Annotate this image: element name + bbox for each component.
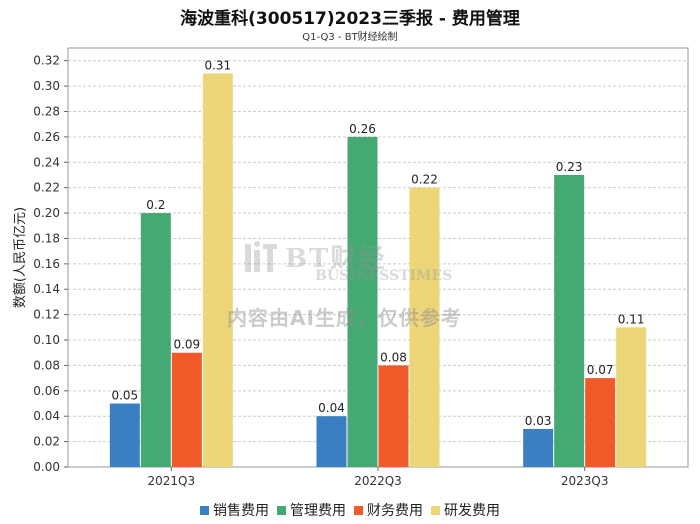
- y-tick-label: 0.22: [33, 181, 60, 195]
- data-label: 0.04: [318, 401, 345, 415]
- chart-legend: 销售费用 管理费用 财务费用 研发费用: [0, 500, 700, 520]
- y-tick-label: 0.16: [33, 257, 60, 271]
- chart-title: 海波重科(300517)2023三季报 - 费用管理: [180, 9, 520, 29]
- y-tick-label: 0.18: [33, 231, 60, 245]
- legend-item: 财务费用: [354, 500, 423, 520]
- legend-label: 财务费用: [367, 503, 423, 519]
- y-axis-label: 数额(人民币亿元): [13, 207, 28, 308]
- bar-chart: 0.00 0.02 0.04 0.06 0.08 0.10 0.12 0.14 0.16 0.18…: [13, 47, 689, 488]
- x-tick-label: 2021Q3: [148, 474, 196, 488]
- data-label: 0.08: [380, 350, 407, 364]
- y-tick-label: 0.10: [33, 333, 60, 347]
- plot-area: [67, 47, 689, 468]
- y-tick-label: 0.02: [33, 435, 60, 449]
- legend-label: 销售费用: [213, 503, 269, 519]
- data-label: 0.22: [411, 173, 438, 187]
- bar-rd: [616, 327, 647, 467]
- legend-swatch: [354, 506, 363, 515]
- legend-item: 管理费用: [277, 500, 346, 520]
- y-tick-label: 0.04: [33, 409, 60, 423]
- legend-swatch: [200, 506, 209, 515]
- data-label: 0.26: [349, 122, 376, 136]
- y-tick-label: 0.28: [33, 104, 60, 118]
- y-tick-label: 0.08: [33, 358, 60, 372]
- bar-sales: [316, 416, 347, 467]
- bar-finance: [378, 365, 409, 467]
- data-label: 0.31: [204, 58, 231, 72]
- legend-swatch: [431, 506, 440, 515]
- y-tick-label: 0.24: [33, 155, 60, 169]
- y-tick-label: 0.14: [33, 282, 60, 296]
- bar-admin: [140, 213, 171, 467]
- y-tick-label: 0.00: [33, 460, 60, 474]
- data-label: 0.11: [618, 312, 645, 326]
- bar-rd: [409, 187, 440, 467]
- bar-sales: [523, 428, 554, 467]
- legend-swatch: [277, 506, 286, 515]
- data-label: 0.23: [556, 160, 583, 174]
- data-label: 0.03: [525, 414, 552, 428]
- data-label: 0.07: [587, 363, 614, 377]
- bar-admin: [347, 136, 378, 467]
- bar-admin: [554, 174, 585, 467]
- legend-item: 研发费用: [431, 500, 500, 520]
- y-tick-label: 0.20: [33, 206, 60, 220]
- data-label: 0.2: [146, 198, 165, 212]
- x-tick-label: 2022Q3: [354, 474, 402, 488]
- bar-sales: [109, 403, 140, 467]
- bar-finance: [171, 352, 202, 467]
- legend-label: 管理费用: [290, 503, 346, 519]
- bar-rd: [202, 73, 233, 468]
- data-label: 0.05: [111, 389, 138, 403]
- legend-label: 研发费用: [444, 503, 500, 519]
- chart-subtitle: Q1-Q3 - BT财经绘制: [302, 32, 398, 43]
- data-label: 0.09: [173, 338, 200, 352]
- y-tick-label: 0.26: [33, 130, 60, 144]
- y-tick-label: 0.32: [33, 54, 60, 68]
- y-tick-label: 0.12: [33, 308, 60, 322]
- x-tick-label: 2023Q3: [561, 474, 609, 488]
- legend-item: 销售费用: [200, 500, 269, 520]
- y-tick-label: 0.30: [33, 79, 60, 93]
- bar-finance: [585, 378, 616, 467]
- y-tick-label: 0.06: [33, 384, 60, 398]
